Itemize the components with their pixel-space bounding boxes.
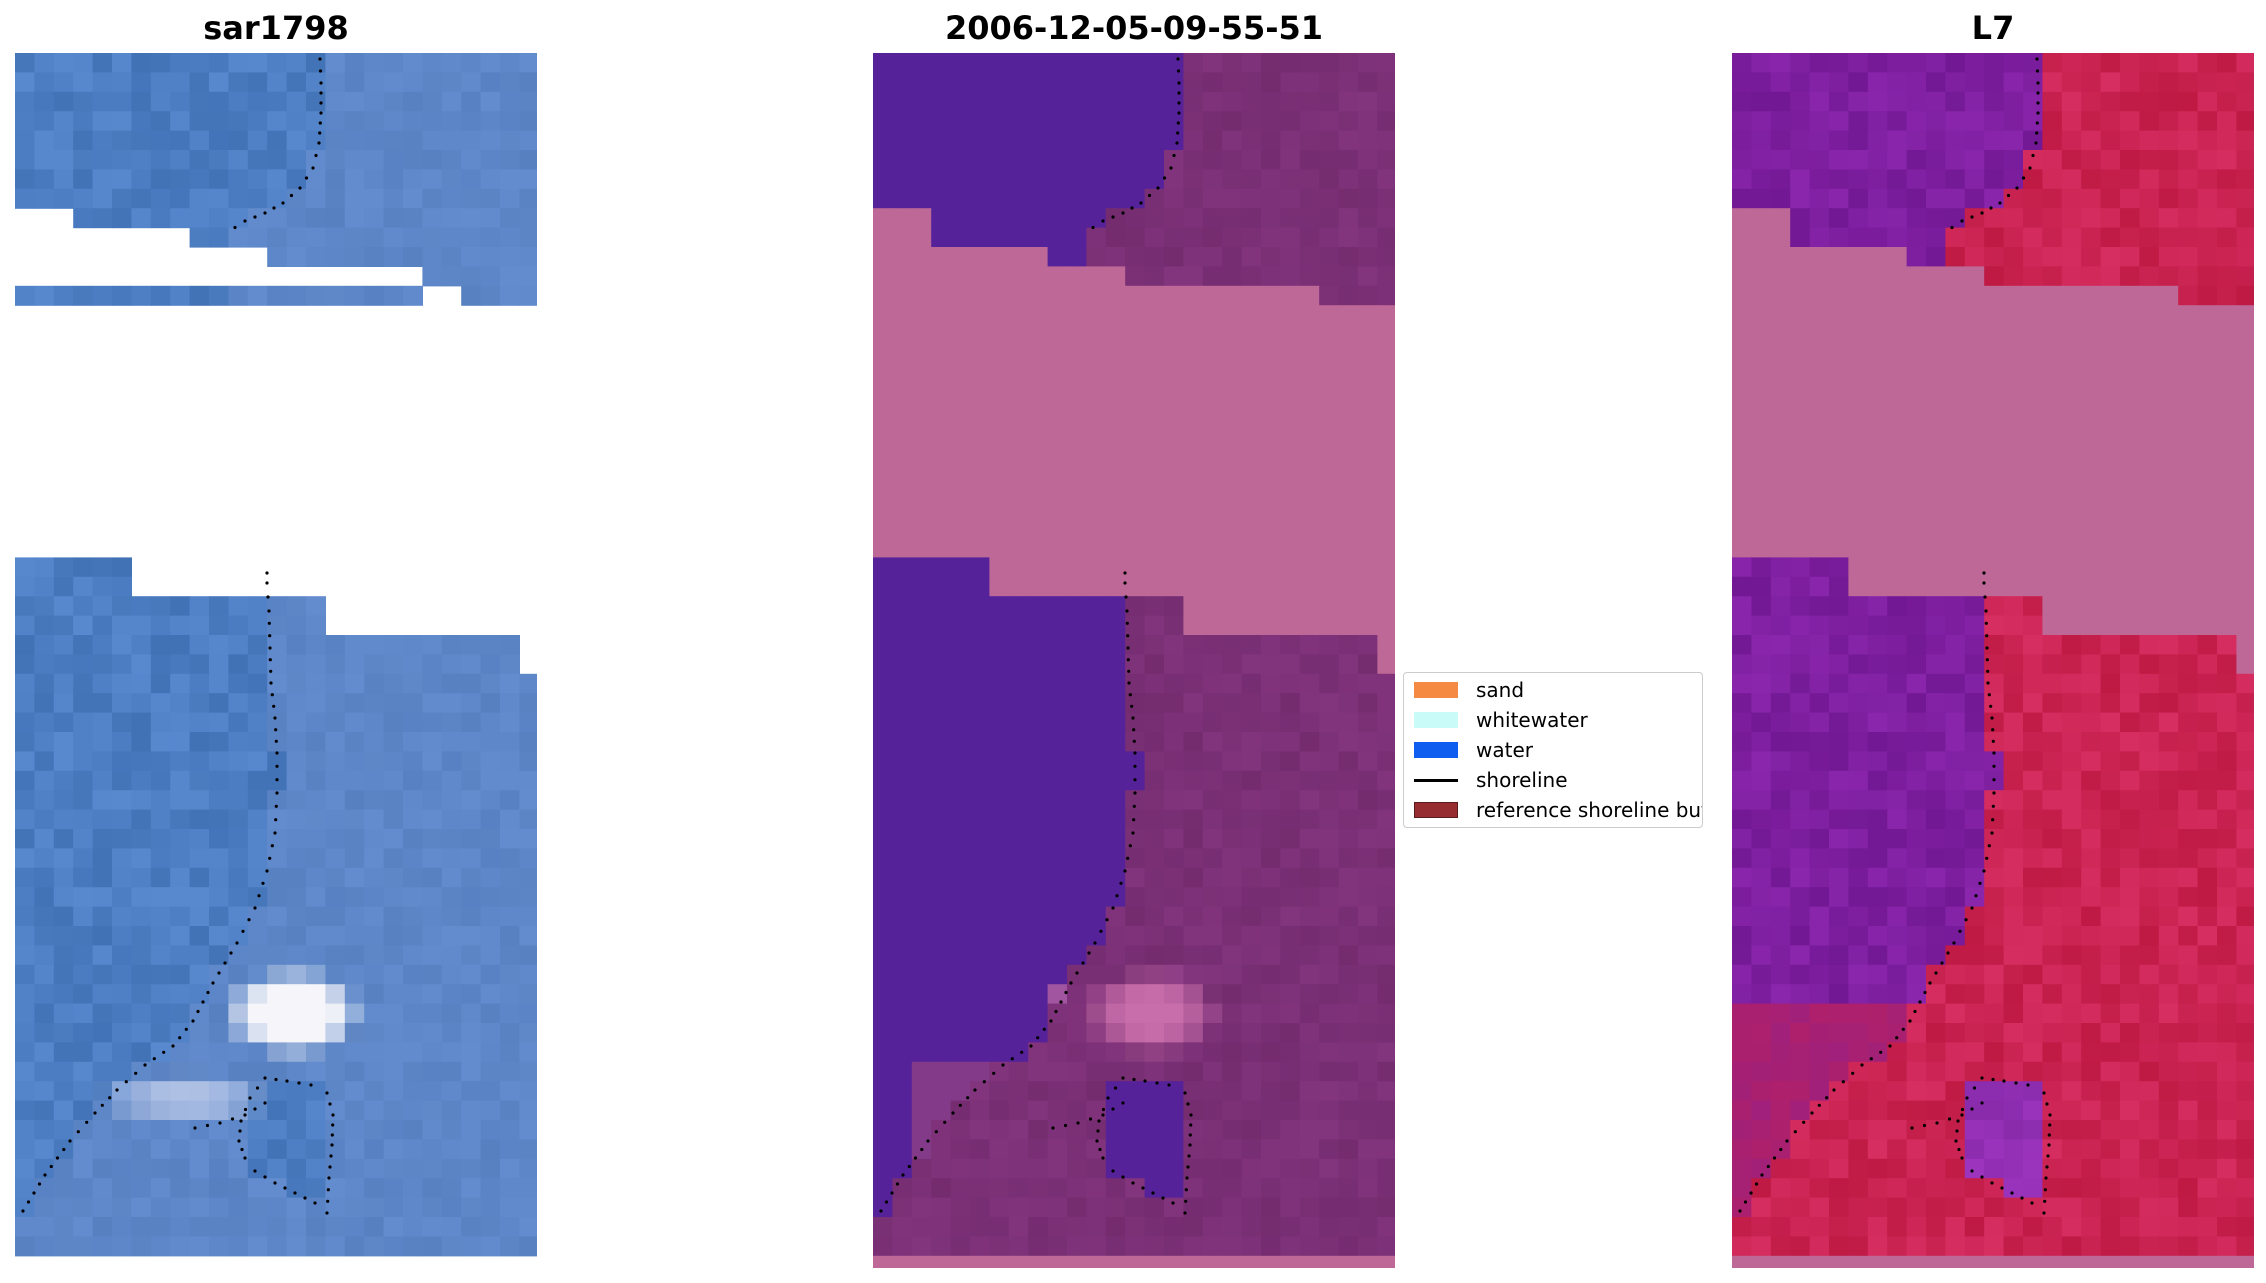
legend-swatch-whitewater <box>1414 712 1458 728</box>
legend-label-sand: sand <box>1476 678 1525 702</box>
classification-panel <box>873 53 1395 1268</box>
classification-image <box>873 53 1395 1268</box>
legend-label-shoreline: shoreline <box>1476 768 1568 792</box>
raster-cells <box>873 53 1395 1268</box>
legend-item-water: water <box>1414 736 1533 764</box>
panel-title-classification: 2006-12-05-09-55-51 <box>944 9 1324 47</box>
legend-item-sand: sand <box>1414 676 1524 704</box>
mndwi-panel <box>1732 53 2254 1268</box>
shoreline-tail-dots <box>1910 1101 1984 1130</box>
legend-label-whitewater: whitewater <box>1476 708 1588 732</box>
shoreline-loop-dots <box>1095 1076 1193 1215</box>
legend-swatch-water <box>1414 742 1458 758</box>
legend-label-reference-buffer: reference shoreline buffer <box>1476 798 1702 822</box>
panel-title-mndwi: L7 <box>1971 9 2015 47</box>
panel-title-rgb: sar1798 <box>203 9 349 47</box>
raster-cells <box>15 53 537 1257</box>
mndwi-image <box>1732 53 2254 1268</box>
raster-cells <box>1732 53 2254 1268</box>
shoreline-dots-top <box>1091 57 1181 230</box>
shoreline-dots-top <box>233 57 323 230</box>
shoreline-dots <box>21 571 279 1213</box>
rgb-image-panel <box>15 53 537 1268</box>
shoreline-dots <box>879 571 1137 1213</box>
shoreline-tail-dots <box>1051 1101 1125 1130</box>
legend-item-reference-buffer: reference shoreline buffer <box>1414 796 1702 824</box>
shoreline-tail-dots <box>193 1101 267 1130</box>
shoreline-dots-top <box>1950 57 2040 230</box>
shoreline-loop-dots <box>237 1076 335 1215</box>
shoreline-dots <box>1738 571 1996 1213</box>
shoreline-loop-dots <box>1954 1076 2052 1215</box>
legend: sand whitewater water shoreline referenc… <box>1403 672 1703 828</box>
legend-line-shoreline <box>1414 778 1458 782</box>
legend-item-shoreline: shoreline <box>1414 766 1568 794</box>
legend-swatch-reference-buffer <box>1414 802 1458 818</box>
legend-label-water: water <box>1476 738 1533 762</box>
legend-swatch-sand <box>1414 682 1458 698</box>
rgb-image <box>15 53 537 1257</box>
legend-item-whitewater: whitewater <box>1414 706 1588 734</box>
